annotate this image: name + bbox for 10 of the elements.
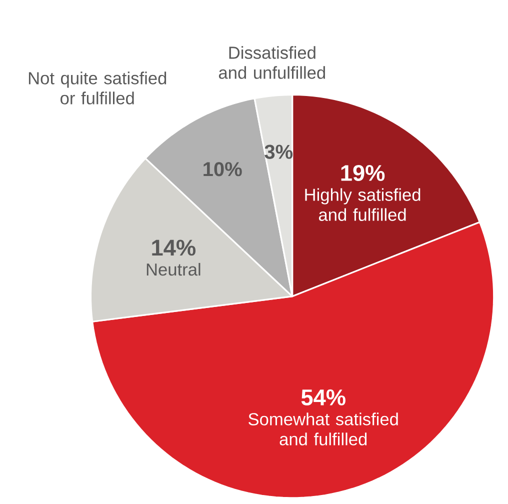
data-label: 10% bbox=[204, 162, 242, 176]
data-label: 3% bbox=[264, 144, 293, 159]
slice-label: Neutral bbox=[146, 262, 200, 276]
slice-label: Somewhat satisfied and fulfilled bbox=[248, 412, 398, 446]
data-label: 19% bbox=[341, 164, 385, 182]
slice-label: Dissatisfied and unfulfilled bbox=[218, 46, 326, 79]
data-label: 14% bbox=[152, 240, 196, 256]
slice-label: Not quite satisfied or fulfilled bbox=[28, 72, 166, 104]
data-label: 54% bbox=[301, 389, 346, 406]
slice-label: Highly satisfied and fulfilled bbox=[305, 188, 420, 221]
